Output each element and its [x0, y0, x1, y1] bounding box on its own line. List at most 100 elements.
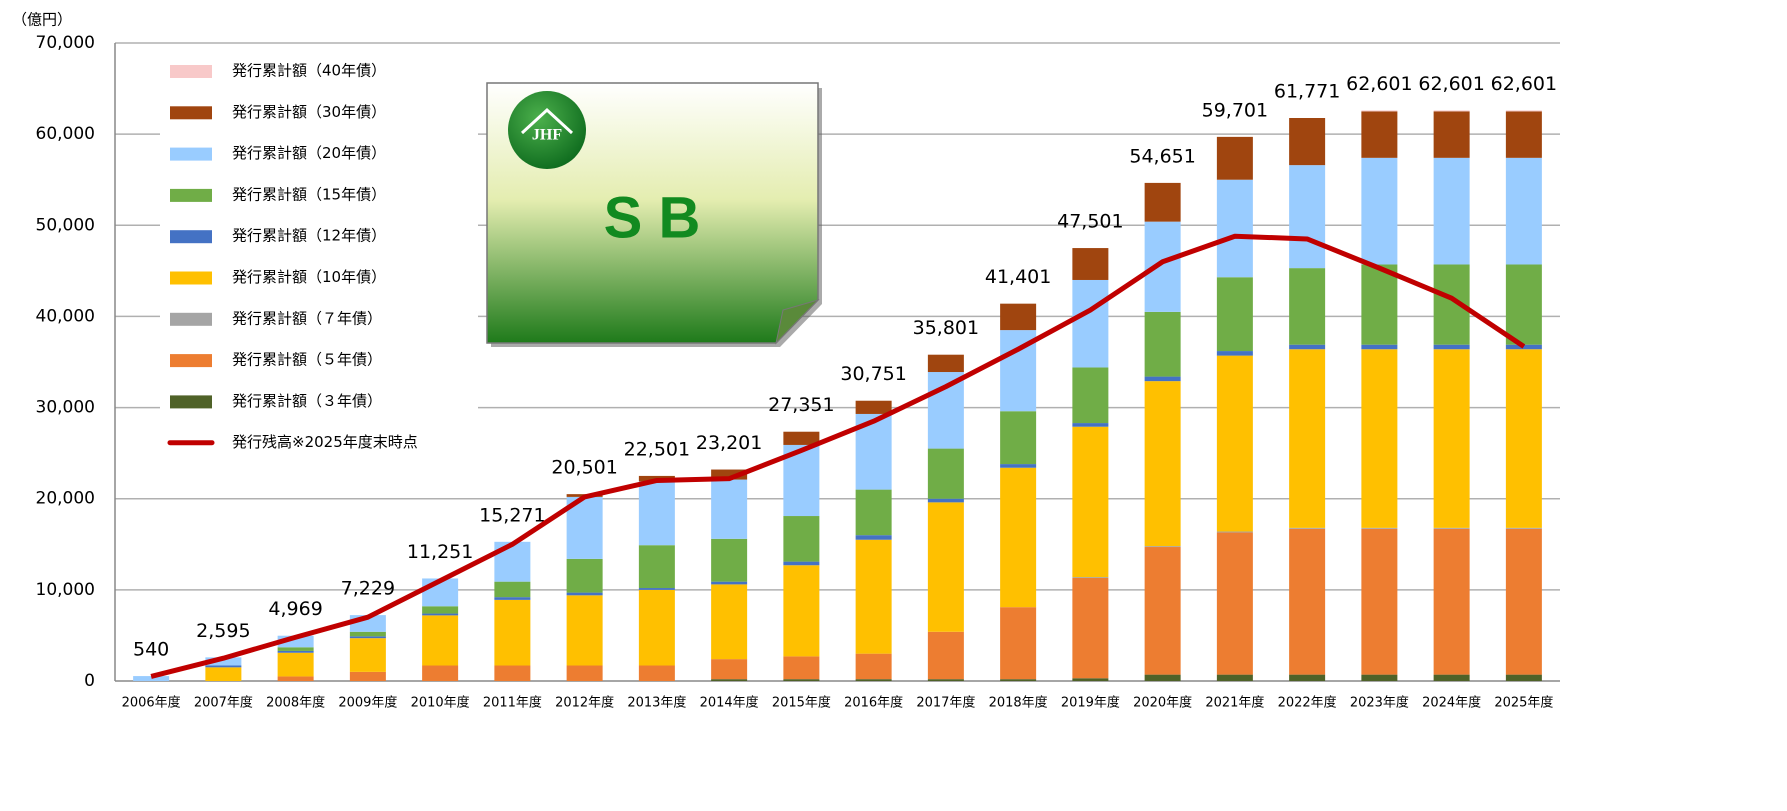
bar-segment — [711, 659, 748, 680]
legend-label: 発行累計額（12年債） — [232, 227, 386, 245]
bar-segment — [711, 584, 748, 660]
bar-segment — [927, 448, 964, 499]
bar-segment — [1433, 157, 1470, 265]
y-tick-label: 70,000 — [36, 33, 95, 53]
bar-segment — [855, 535, 892, 540]
x-tick-label: 2017年度 — [916, 695, 975, 711]
bar-segment — [927, 679, 964, 681]
legend-swatch — [170, 65, 212, 78]
bar-segment — [1000, 607, 1037, 680]
x-tick-label: 2007年度 — [194, 695, 253, 711]
line-series — [150, 233, 1526, 679]
bar-segment — [1289, 118, 1326, 166]
x-tick-label: 2023年度 — [1350, 695, 1409, 711]
bar-segment — [494, 597, 531, 600]
bar-segment — [1289, 349, 1326, 528]
bar-segment — [1505, 528, 1542, 675]
legend-label: 発行累計額（40年債） — [232, 62, 386, 80]
bar-segment — [1361, 527, 1398, 529]
bar-segment — [205, 667, 242, 681]
y-tick-label: 0 — [84, 671, 95, 691]
bar-segment — [1505, 527, 1542, 529]
y-tick-label: 20,000 — [36, 489, 95, 509]
bar-segment — [855, 489, 892, 536]
bar-segment — [1072, 279, 1109, 368]
total-label: 54,651 — [1129, 145, 1195, 167]
total-label: 27,351 — [768, 394, 834, 416]
bar-segment — [1000, 303, 1037, 331]
bar-segment — [1144, 381, 1181, 547]
x-tick-label: 2008年度 — [266, 695, 325, 711]
logo-mark: JHF — [532, 127, 562, 144]
x-tick-label: 2021年度 — [1205, 695, 1264, 711]
legend-swatch — [170, 230, 212, 244]
x-tick-label: 2010年度 — [411, 695, 470, 711]
x-tick-label: 2022年度 — [1278, 695, 1337, 711]
bar-segment — [1216, 277, 1253, 352]
bar-segment — [1505, 674, 1542, 681]
bar-segment — [855, 539, 892, 654]
bar-segment — [566, 665, 603, 681]
bar-segment — [277, 676, 314, 681]
bar-segment — [1144, 376, 1181, 382]
bar-segment — [349, 636, 386, 639]
bar-segment — [1216, 179, 1253, 278]
bar-segment — [711, 679, 748, 681]
bar-segment — [1144, 546, 1181, 548]
y-unit: （億円） — [12, 11, 72, 29]
bar-segment — [783, 565, 820, 657]
total-label: 23,201 — [696, 432, 762, 454]
bar-segment — [1505, 344, 1542, 350]
bar-segment — [566, 595, 603, 666]
bar-segment — [783, 679, 820, 681]
total-label: 62,601 — [1418, 73, 1484, 95]
bar-segment — [1289, 528, 1326, 675]
bar-segment — [422, 615, 459, 666]
legend-label: 発行累計額（５年債） — [232, 351, 382, 369]
bar-segment — [855, 679, 892, 681]
bar-segment — [927, 372, 964, 449]
bar-segment — [855, 400, 892, 414]
legend-label: 発行残高※2025年度末時点 — [232, 433, 418, 451]
bar-segment — [1216, 674, 1253, 681]
bar-segment — [1072, 678, 1109, 681]
bar-segment — [783, 561, 820, 566]
legend-label: 発行累計額（10年債） — [232, 268, 386, 286]
card-curl — [775, 299, 820, 345]
y-tick-label: 10,000 — [36, 580, 95, 600]
x-tick-label: 2020年度 — [1133, 695, 1192, 711]
legend-swatch — [170, 147, 212, 161]
bar-segment — [1144, 547, 1181, 675]
bar-segment — [1000, 679, 1037, 681]
bar-segment — [1000, 411, 1037, 465]
total-label: 62,601 — [1491, 73, 1557, 95]
bar-segment — [1289, 674, 1326, 681]
bar-segment — [422, 665, 459, 681]
total-label: 30,751 — [840, 363, 906, 385]
bar-segment — [1433, 527, 1470, 529]
logo-roof — [520, 107, 574, 135]
bar-segment — [1000, 467, 1037, 608]
bar-segment — [1144, 311, 1181, 377]
total-label: 15,271 — [479, 504, 545, 526]
bar-segment — [1216, 532, 1253, 675]
total-label: 62,601 — [1346, 73, 1412, 95]
bar-segment — [494, 541, 531, 582]
bar-segment — [783, 656, 820, 680]
total-label: 2,595 — [196, 620, 250, 642]
bar-segment — [494, 665, 531, 681]
bar-segment — [1072, 248, 1109, 280]
total-label: 35,801 — [913, 317, 979, 339]
bar-segment — [927, 498, 964, 503]
bar-segment — [638, 588, 675, 590]
bar-segment — [1072, 423, 1109, 427]
bar-segment — [783, 516, 820, 562]
bar-segment — [422, 606, 459, 614]
bar-segment — [1361, 157, 1398, 265]
bar-segment — [1072, 578, 1109, 679]
bar-segment — [1144, 221, 1181, 312]
bar-segment — [638, 545, 675, 589]
bar-segment — [1289, 165, 1326, 269]
bar-segment — [205, 665, 242, 668]
x-tick-label: 2009年度 — [338, 695, 397, 711]
